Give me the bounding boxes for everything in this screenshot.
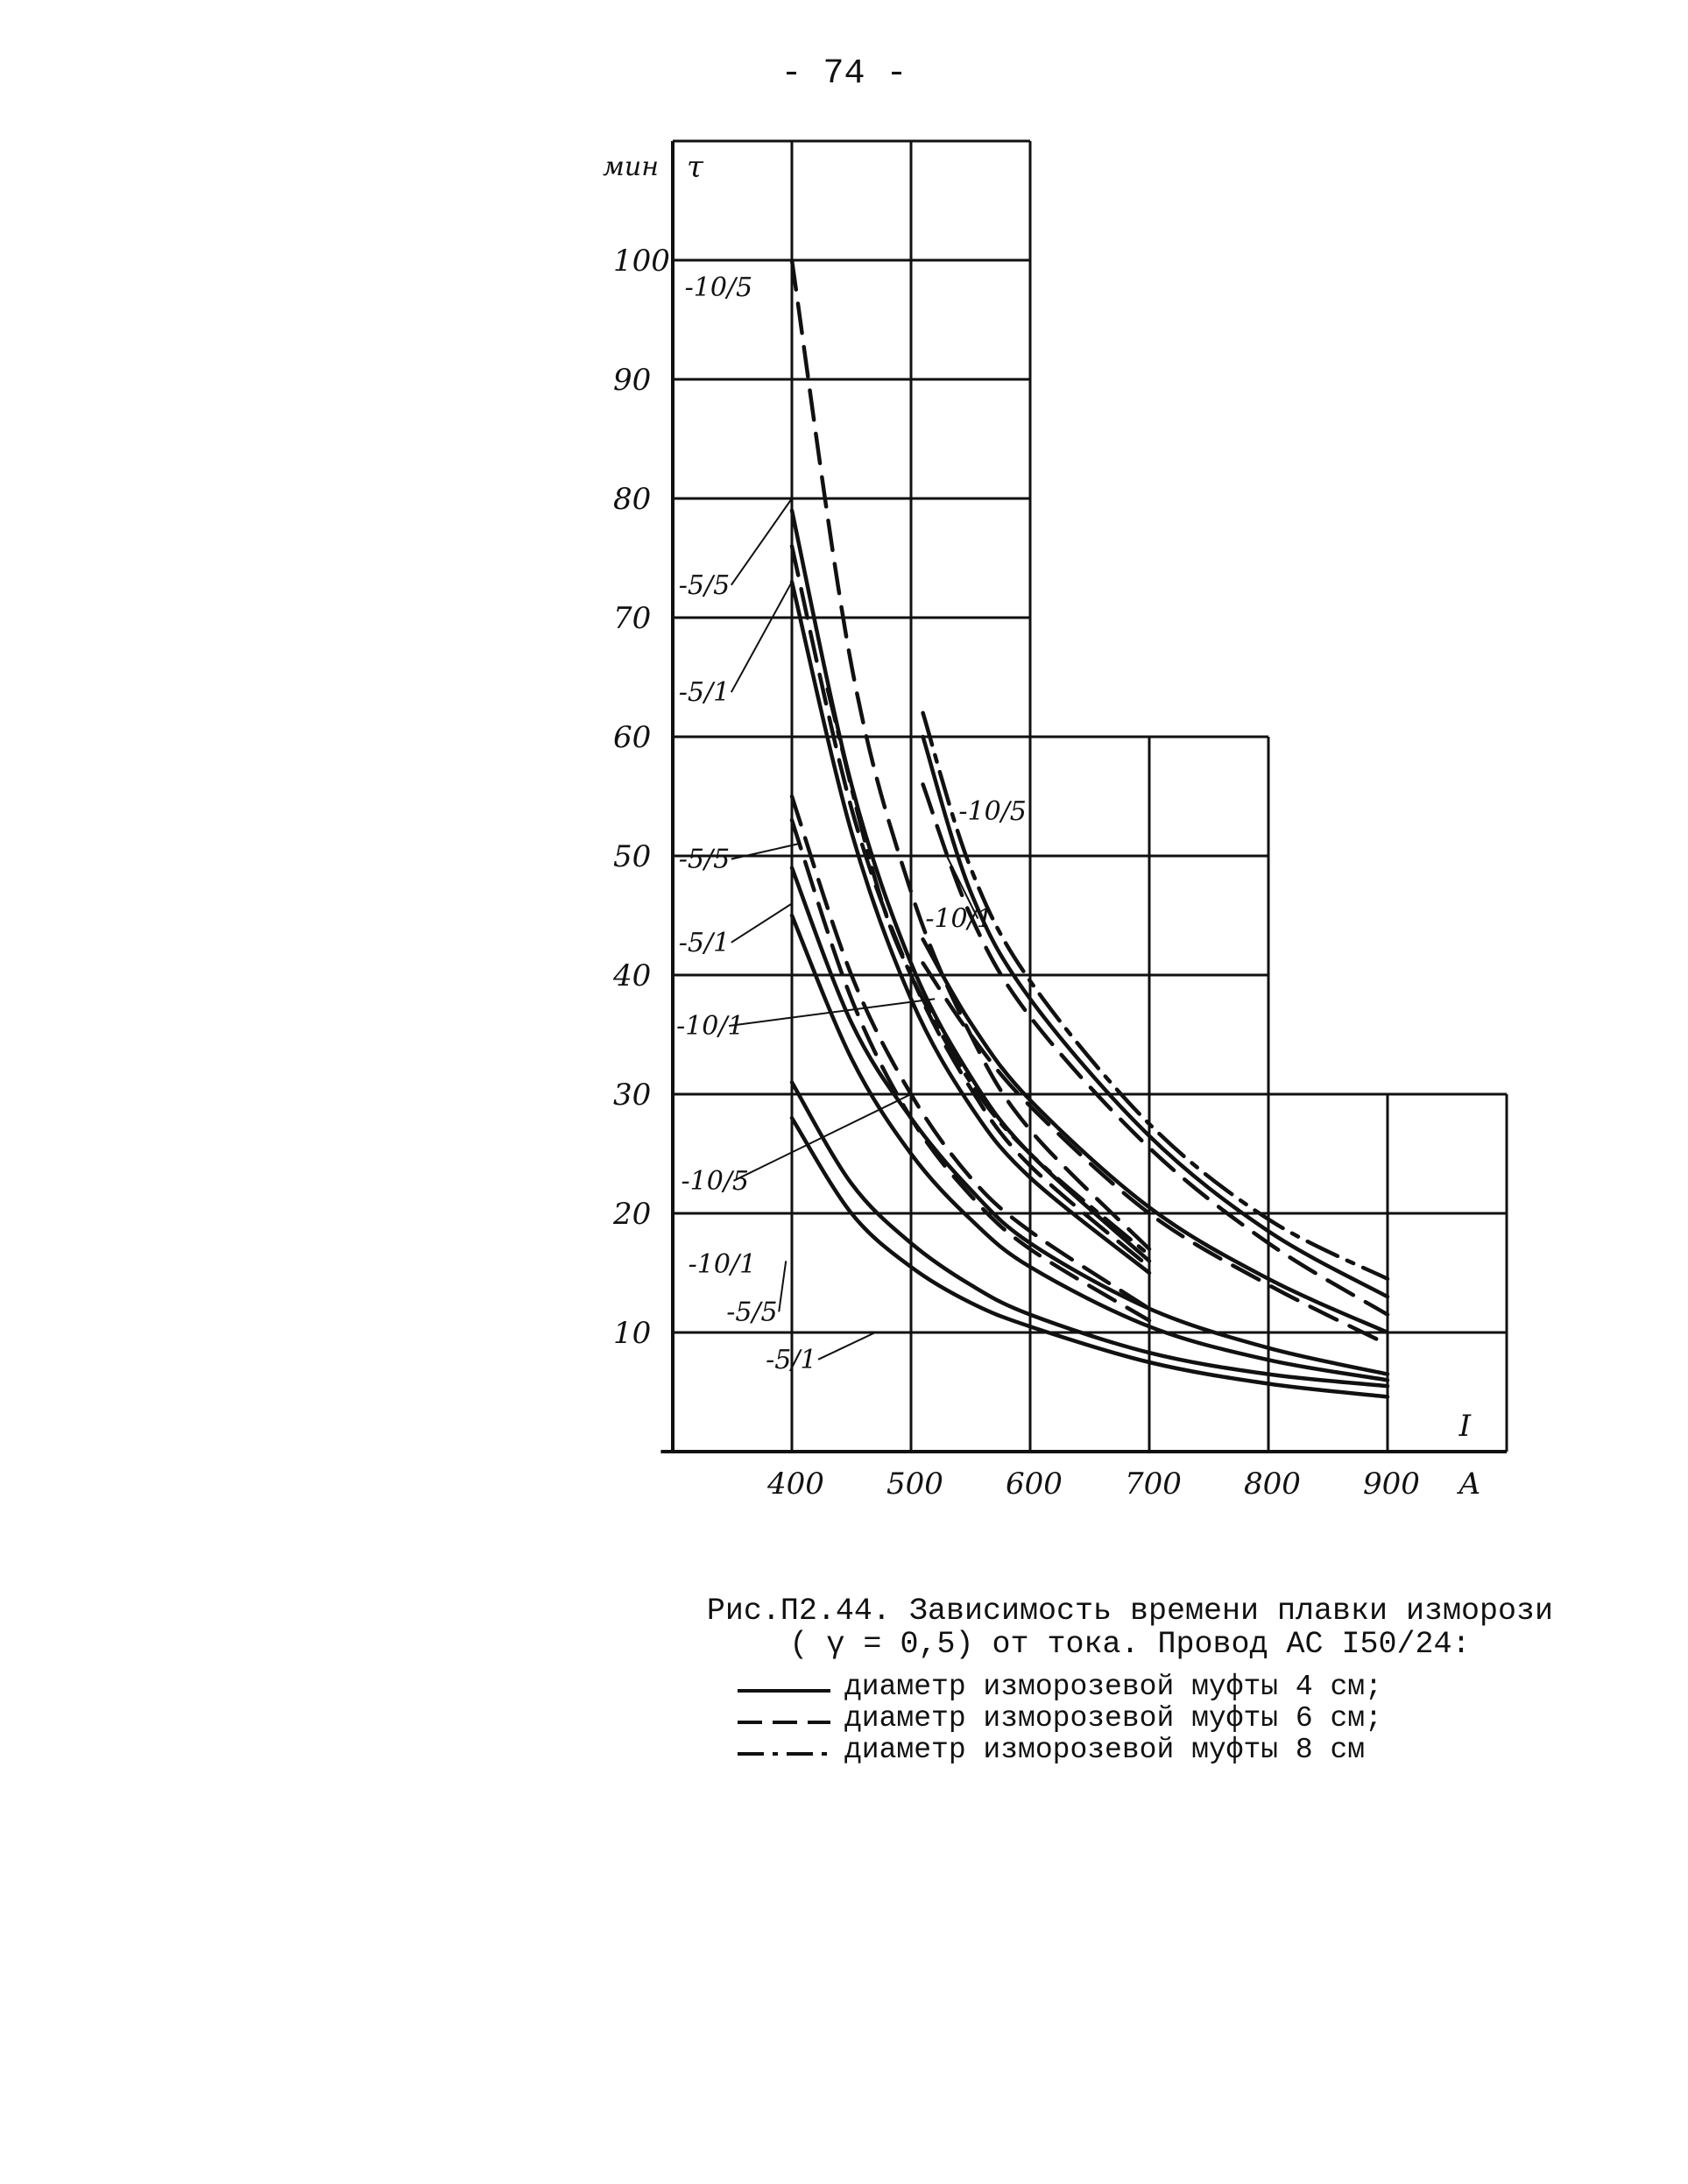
x-axis-label: I	[1458, 1409, 1472, 1444]
curve-label: -5/1	[679, 928, 730, 958]
curve-6cm	[921, 782, 1390, 1317]
melting-time-chart: 400 500 600 700 800 900 10 20 30 40 50 60 70 80 90 100 A…	[603, 139, 1508, 1502]
curve-label: -5/5	[679, 570, 730, 601]
curve-label: -10/1	[689, 1249, 757, 1280]
curve-6cm	[921, 961, 1390, 1346]
y-tick-label: 80	[613, 482, 651, 517]
curve-4cm	[789, 1115, 1390, 1399]
y-tick-label: 50	[613, 839, 651, 874]
legend-label: диаметр изморозевой муфты 6 см;	[844, 1702, 1382, 1735]
x-tick-label: 500	[886, 1467, 943, 1502]
curve-4cm	[921, 937, 1390, 1335]
y-tick-label: 40	[612, 958, 651, 993]
curve-8cm	[825, 687, 1152, 1257]
curve-6cm	[789, 794, 1152, 1311]
label-leader-line	[945, 855, 979, 920]
y-unit-label: мин	[603, 152, 659, 182]
x-tick-label: 600	[1006, 1467, 1063, 1502]
curve-label: -10/5	[682, 1166, 750, 1197]
y-tick-label: 70	[613, 601, 651, 636]
legend: диаметр изморозевой муфты 4 см; диаметр …	[736, 1672, 1382, 1766]
caption-line-1: Рис.П2.44. Зависимость времени плавки из…	[706, 1594, 1554, 1629]
dashdot-line-swatch-icon	[738, 1752, 830, 1756]
curve-label: -5/1	[679, 677, 730, 708]
curve-4cm	[789, 913, 1390, 1382]
label-leader-line	[730, 581, 793, 693]
legend-label: диаметр изморозевой муфты 8 см	[844, 1734, 1366, 1766]
y-tick-label: 90	[613, 363, 651, 398]
curve-label: -5/5	[679, 845, 730, 875]
legend-item-6cm: диаметр изморозевой муфты 6 см;	[736, 1703, 1382, 1735]
figure-caption: Рис.П2.44. Зависимость времени плавки из…	[648, 1594, 1612, 1661]
y-tick-label: 100	[613, 244, 670, 279]
y-tick-label: 60	[613, 720, 651, 755]
curve-label: -10/1	[676, 1011, 745, 1042]
curve-4cm	[789, 866, 1390, 1376]
curve-4cm	[921, 734, 1390, 1299]
label-leader-line	[731, 902, 793, 944]
label-leader-line	[817, 1332, 876, 1361]
label-leader-line	[731, 843, 799, 860]
curve-label: -5/5	[726, 1297, 777, 1327]
legend-label: диаметр изморозевой муфты 4 см;	[844, 1671, 1382, 1703]
curve-label: -5/1	[766, 1345, 816, 1375]
curve-label: -10/5	[685, 272, 753, 303]
x-tick-label: 800	[1244, 1467, 1301, 1502]
curve-4cm	[789, 579, 1152, 1276]
label-leader-line	[778, 1261, 787, 1312]
caption-line-2: ( γ = 0,5) от тока. Провод АС І50/24:	[789, 1627, 1471, 1662]
legend-item-4cm: диаметр изморозевой муфты 4 см;	[736, 1672, 1382, 1703]
curve-4cm	[789, 1080, 1390, 1389]
solid-line-swatch-icon	[738, 1689, 830, 1693]
y-tick-label: 10	[613, 1316, 651, 1351]
curve-6cm	[789, 817, 1152, 1323]
dashed-line-swatch-icon	[738, 1721, 830, 1724]
y-tick-label: 30	[613, 1078, 651, 1113]
curve-label: -10/1	[925, 904, 993, 935]
curve-6cm	[789, 544, 1152, 1269]
label-leader-line	[730, 498, 793, 586]
legend-item-8cm: диаметр изморозевой муфты 8 см	[736, 1735, 1382, 1766]
x-tick-label: 900	[1363, 1467, 1420, 1502]
x-tick-label: 700	[1125, 1467, 1182, 1502]
y-axis-label: τ	[687, 150, 704, 185]
curve-8cm	[921, 710, 1390, 1282]
x-unit-label: A	[1457, 1467, 1481, 1502]
label-leader-line	[733, 1093, 912, 1182]
y-tick-label: 20	[612, 1197, 651, 1232]
curve-label: -10/5	[958, 796, 1027, 827]
label-leader-line	[728, 998, 936, 1027]
page-number: - 74 -	[780, 54, 908, 94]
x-tick-label: 400	[766, 1467, 824, 1502]
